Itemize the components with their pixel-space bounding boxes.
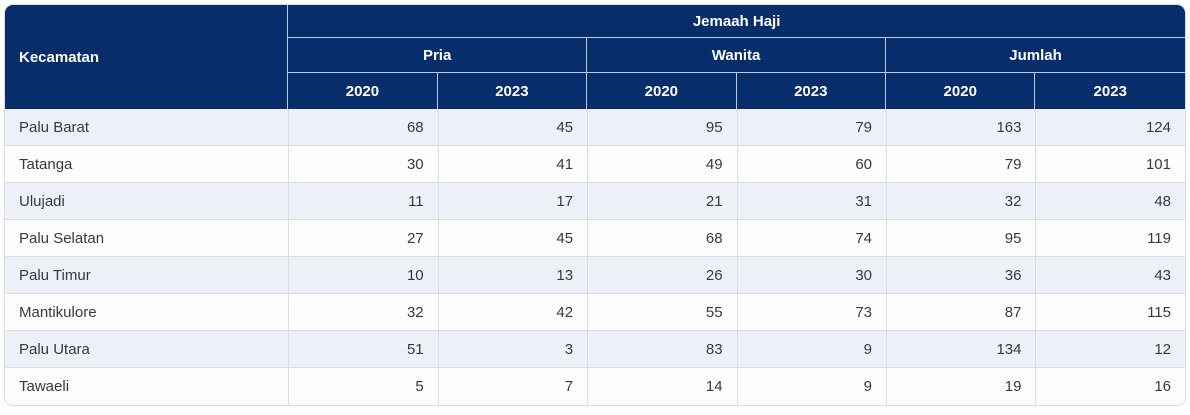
value-cell: 124	[1035, 109, 1185, 146]
value-cell: 79	[886, 146, 1036, 183]
value-cell: 19	[886, 368, 1036, 405]
header-row-years: 2020 2023 2020 2023 2020 2023	[5, 73, 1185, 109]
header-row-subgroups: Pria Wanita Jumlah	[5, 38, 1185, 73]
value-cell: 10	[288, 257, 438, 294]
value-cell: 3	[437, 331, 588, 368]
table-row: Tatanga 30 41 49 60 79 101	[5, 146, 1185, 183]
value-cell: 5	[288, 368, 438, 405]
value-cell: 163	[886, 109, 1036, 146]
value-cell: 101	[1035, 146, 1185, 183]
value-cell: 45	[437, 109, 588, 146]
value-cell: 36	[886, 257, 1036, 294]
jemaah-haji-table: Kecamatan Jemaah Haji Pria Wanita Jumlah…	[5, 5, 1185, 405]
value-cell: 26	[587, 257, 737, 294]
value-cell: 83	[587, 331, 737, 368]
kecamatan-cell: Palu Selatan	[5, 220, 289, 257]
kecamatan-cell: Palu Utara	[5, 331, 289, 368]
value-cell: 21	[587, 183, 737, 220]
value-cell: 134	[886, 331, 1036, 368]
column-header-pria: Pria	[288, 38, 588, 73]
jemaah-haji-table-card: Kecamatan Jemaah Haji Pria Wanita Jumlah…	[4, 4, 1186, 406]
value-cell: 32	[288, 294, 438, 331]
value-cell: 42	[437, 294, 588, 331]
column-header-kecamatan: Kecamatan	[5, 5, 289, 109]
value-cell: 12	[1035, 331, 1185, 368]
column-header-jemaah-haji: Jemaah Haji	[288, 5, 1185, 38]
value-cell: 68	[587, 220, 737, 257]
table-row: Palu Timur 10 13 26 30 36 43	[5, 257, 1185, 294]
value-cell: 95	[587, 109, 737, 146]
table-row: Palu Barat 68 45 95 79 163 124	[5, 109, 1185, 146]
value-cell: 30	[736, 257, 887, 294]
value-cell: 43	[1035, 257, 1185, 294]
value-cell: 31	[736, 183, 887, 220]
column-header-pria-2023: 2023	[437, 73, 588, 109]
table-row: Tawaeli 5 7 14 9 19 16	[5, 368, 1185, 405]
column-header-wanita-2023: 2023	[736, 73, 887, 109]
table-row: Ulujadi 11 17 21 31 32 48	[5, 183, 1185, 220]
value-cell: 60	[736, 146, 887, 183]
table-row: Mantikulore 32 42 55 73 87 115	[5, 294, 1185, 331]
value-cell: 9	[736, 368, 887, 405]
column-header-wanita: Wanita	[587, 38, 887, 73]
table-body: Palu Barat 68 45 95 79 163 124 Tatanga 30 41 49 60 7…	[5, 109, 1185, 405]
value-cell: 13	[437, 257, 588, 294]
kecamatan-cell: Palu Barat	[5, 109, 289, 146]
value-cell: 9	[736, 331, 887, 368]
column-header-jumlah: Jumlah	[886, 38, 1185, 73]
value-cell: 30	[288, 146, 438, 183]
kecamatan-cell: Tatanga	[5, 146, 289, 183]
value-cell: 48	[1035, 183, 1185, 220]
value-cell: 119	[1035, 220, 1185, 257]
column-header-pria-2020: 2020	[288, 73, 438, 109]
value-cell: 32	[886, 183, 1036, 220]
column-header-jumlah-2020: 2020	[886, 73, 1036, 109]
value-cell: 87	[886, 294, 1036, 331]
value-cell: 45	[437, 220, 588, 257]
value-cell: 74	[736, 220, 887, 257]
value-cell: 17	[437, 183, 588, 220]
value-cell: 55	[587, 294, 737, 331]
kecamatan-cell: Palu Timur	[5, 257, 289, 294]
table-header: Kecamatan Jemaah Haji Pria Wanita Jumlah…	[5, 5, 1185, 109]
kecamatan-cell: Tawaeli	[5, 368, 289, 405]
value-cell: 95	[886, 220, 1036, 257]
kecamatan-cell: Ulujadi	[5, 183, 289, 220]
value-cell: 79	[736, 109, 887, 146]
value-cell: 7	[437, 368, 588, 405]
value-cell: 16	[1035, 368, 1185, 405]
value-cell: 73	[736, 294, 887, 331]
value-cell: 41	[437, 146, 588, 183]
column-header-jumlah-2023: 2023	[1035, 73, 1185, 109]
kecamatan-cell: Mantikulore	[5, 294, 289, 331]
value-cell: 115	[1035, 294, 1185, 331]
table-row: Palu Utara 51 3 83 9 134 12	[5, 331, 1185, 368]
value-cell: 49	[587, 146, 737, 183]
header-row-group: Kecamatan Jemaah Haji	[5, 5, 1185, 109]
value-cell: 27	[288, 220, 438, 257]
table-row: Palu Selatan 27 45 68 74 95 119	[5, 220, 1185, 257]
column-header-wanita-2020: 2020	[587, 73, 737, 109]
value-cell: 14	[587, 368, 737, 405]
value-cell: 11	[288, 183, 438, 220]
value-cell: 51	[288, 331, 438, 368]
value-cell: 68	[288, 109, 438, 146]
